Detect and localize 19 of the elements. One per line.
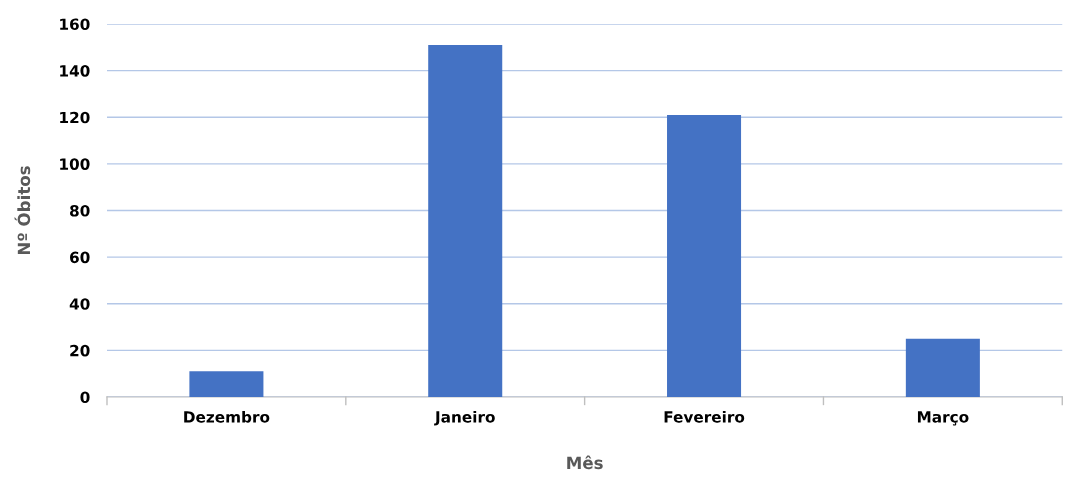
x-tick-label: Dezembro: [184, 410, 270, 423]
x-tick-label: Fevereiro: [664, 410, 745, 423]
y-tick-label: 40: [69, 298, 90, 310]
y-tick-label: 0: [80, 391, 90, 404]
y-tick-label: 20: [70, 344, 90, 357]
y-tick-label: 140: [60, 65, 90, 77]
bar: [905, 338, 980, 397]
y-tick-label: 60: [70, 251, 90, 264]
x-tick-label: Janeiro: [434, 410, 495, 426]
bar: [667, 114, 742, 397]
bar: [428, 44, 503, 397]
y-tick-label: 120: [60, 111, 90, 124]
x-tick-label: Março: [917, 411, 969, 426]
bar: [189, 371, 264, 397]
y-tick-label: 100: [60, 158, 90, 170]
y-axis-title: Nº Óbitos: [14, 166, 31, 255]
y-tick-label: 160: [60, 18, 90, 31]
y-tick-label: 80: [70, 204, 90, 217]
x-axis-title: Mês: [567, 455, 603, 470]
